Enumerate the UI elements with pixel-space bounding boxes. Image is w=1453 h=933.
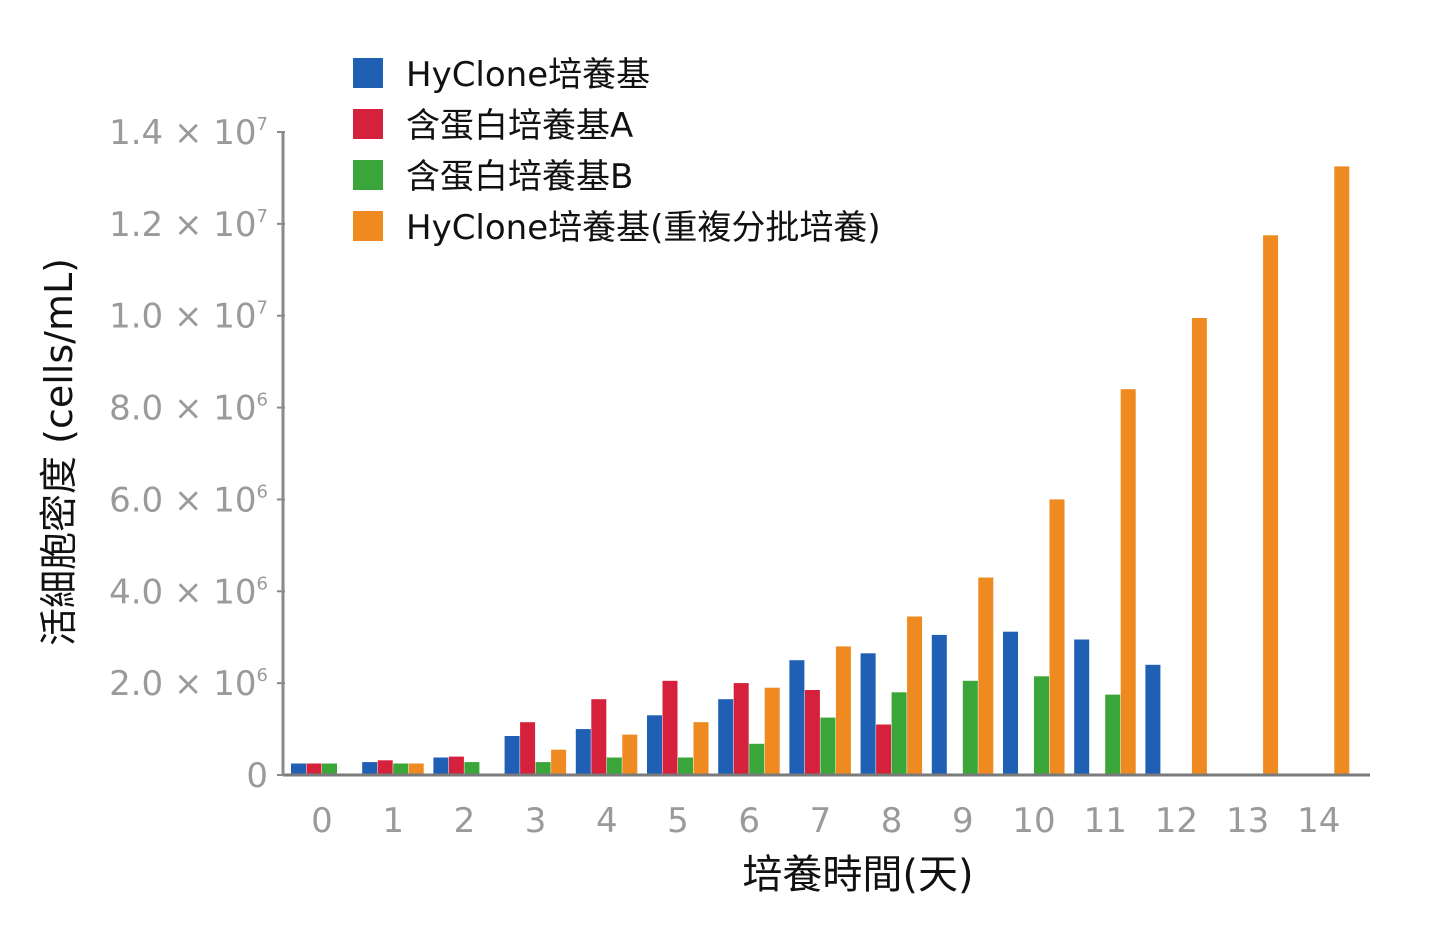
bar-series-1-day-9 [931,634,947,775]
bar-series-1-day-0 [291,763,306,775]
bar-series-4-day-7 [835,646,851,775]
y-tick-label: 6.0 × 106 [109,480,268,520]
x-tick-label: 14 [1297,801,1340,841]
bar-series-2-day-4 [591,699,607,775]
x-tick-label: 11 [1084,801,1127,841]
x-tick-label: 8 [881,801,903,841]
bar-series-4-day-10 [1049,499,1065,775]
bar-series-3-day-1 [393,763,409,775]
bar-series-4-day-3 [551,749,567,775]
bar-series-4-day-1 [408,763,424,775]
x-tick-label: 13 [1226,801,1269,841]
y-tick-label: 4.0 × 106 [109,572,268,612]
legend-label-3: 含蛋白培養基B [406,157,633,197]
legend-swatch-2 [353,109,383,139]
x-tick-label: 0 [311,801,333,841]
bar-series-1-day-7 [789,660,805,775]
bar-series-3-day-0 [322,763,337,775]
bar-series-3-day-5 [678,757,693,775]
bar-series-3-day-8 [891,692,907,775]
bar-series-4-day-4 [622,734,638,775]
bar-series-1-day-12 [1145,664,1161,775]
axes-group [281,132,1370,777]
bar-series-2-day-6 [733,683,749,775]
bar-series-4-day-11 [1120,389,1136,775]
bar-series-1-day-6 [718,699,734,775]
bar-series-3-day-10 [1034,676,1049,775]
bar-series-4-day-5 [693,722,709,775]
bar-series-2-day-1 [377,760,393,775]
y-tick-label: 1.2 × 107 [109,205,268,245]
x-tick-label: 10 [1012,801,1055,841]
bar-series-2-day-5 [662,680,678,775]
x-ticks-group: 0 1 2 3 4 5 6 7 8 9 10 11 12 13 14 [311,801,1340,841]
bar-series-3-day-4 [606,757,622,775]
bar-series-4-day-14 [1334,166,1350,775]
y-tick-label: 0 [246,756,268,796]
x-axis-title: 培養時間(天) [742,852,973,898]
bar-series-3-day-11 [1105,694,1121,775]
bar-series-1-day-3 [504,736,520,775]
y-axis-title: 活細胞密度 (cells/mL) [37,258,81,646]
y-tick-label: 2.0 × 106 [109,664,268,704]
bar-series-2-day-2 [448,756,464,775]
y-tick-label: 1.4 × 107 [109,113,268,153]
bar-series-4-day-9 [978,577,994,775]
bar-series-1-day-10 [1003,631,1018,775]
x-tick-label: 7 [810,801,832,841]
bar-series-4-day-8 [907,616,923,775]
x-tick-label: 2 [454,801,476,841]
x-tick-label: 1 [382,801,404,841]
y-tick-label: 8.0 × 106 [109,389,268,429]
bar-series-2-day-7 [804,690,820,775]
legend-swatch-3 [353,160,383,190]
legend-label-2: 含蛋白培養基A [406,106,633,146]
bar-series-3-day-3 [535,762,551,775]
bar-series-4-day-6 [764,687,780,775]
x-tick-label: 12 [1155,801,1198,841]
legend-swatch-4 [353,211,383,241]
bar-series-1-day-1 [362,762,378,775]
bar-series-1-day-4 [575,729,591,775]
bar-series-1-day-11 [1074,639,1090,775]
x-tick-label: 9 [952,801,974,841]
bar-series-3-day-2 [464,762,480,775]
bars-group [291,166,1350,776]
bar-series-3-day-6 [749,743,765,775]
bar-series-3-day-7 [820,717,836,775]
x-tick-label: 3 [525,801,547,841]
bar-series-3-day-9 [962,680,978,775]
bar-series-2-day-8 [876,724,892,775]
bar-series-4-day-13 [1263,235,1279,776]
legend-swatch-1 [353,58,383,88]
bar-series-1-day-5 [647,715,662,775]
bar-series-4-day-12 [1191,318,1207,775]
x-tick-label: 4 [596,801,618,841]
bar-series-1-day-8 [860,653,876,775]
y-ticks-group: 0 2.0 × 106 4.0 × 106 6.0 × 106 8.0 × 106 1.0… [109,113,285,796]
x-tick-label: 6 [738,801,760,841]
legend-label-4: HyClone培養基(重複分批培養) [406,208,881,248]
x-tick-label: 5 [667,801,689,841]
bar-series-2-day-3 [520,722,536,775]
bar-series-1-day-2 [433,757,449,775]
legend-label-1: HyClone培養基 [406,55,650,95]
bar-series-2-day-0 [306,763,322,775]
y-tick-label: 1.0 × 107 [109,297,268,337]
